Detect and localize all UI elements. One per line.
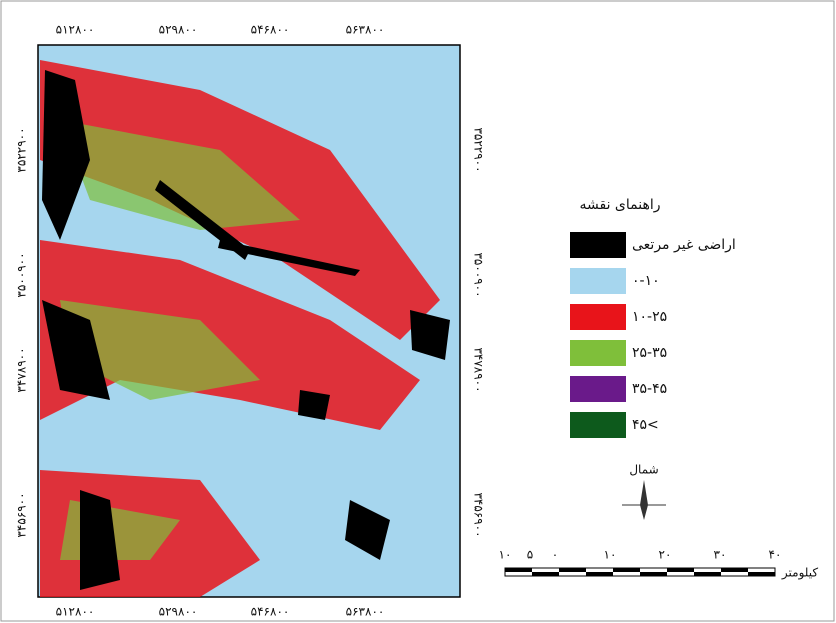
scale-segment [721, 568, 748, 572]
bottom-coord: ۵۴۶۸۰۰ [251, 605, 290, 619]
scale-segment [640, 572, 667, 576]
legend-label: ۴۵< [632, 417, 659, 433]
left-coord: ۳۴۷۸۹۰۰ [15, 347, 29, 392]
scale-label: ۵ [527, 548, 533, 562]
legend-swatch [570, 232, 626, 258]
scale-segment [748, 572, 775, 576]
scale-label: ۲۰ [659, 548, 672, 562]
legend-swatch [570, 412, 626, 438]
legend-label: ۰-۱۰ [632, 273, 660, 289]
top-coord: ۵۶۳۸۰۰ [346, 23, 385, 37]
right-coord: ۳۴۷۸۹۰۰ [472, 347, 486, 392]
legend-label: ۳۵-۴۵ [632, 381, 667, 397]
bottom-coord: ۵۱۲۸۰۰ [56, 605, 95, 619]
left-coord: ۳۵۰۰۹۰۰ [15, 252, 29, 297]
legend-title: راهنمای نقشه [580, 197, 661, 213]
legend-label: اراضی غیر مرتعی [632, 237, 736, 253]
scale-segment [667, 568, 694, 572]
legend-swatch [570, 304, 626, 330]
bottom-coord: ۵۲۹۸۰۰ [159, 605, 198, 619]
scale-segment [586, 572, 613, 576]
top-coord: ۵۴۶۸۰۰ [251, 23, 290, 37]
scale-label: ۱۰ [604, 548, 617, 562]
left-coord: ۳۵۲۲۹۰۰ [15, 127, 29, 172]
top-coord: ۵۱۲۸۰۰ [56, 23, 95, 37]
scale-label: ۴۰ [769, 548, 782, 562]
scale-segment [505, 568, 532, 572]
scale-segment [613, 568, 640, 572]
legend-label: ۱۰-۲۵ [632, 309, 667, 325]
scale-label: ۱۰ [499, 548, 512, 562]
legend-swatch [570, 376, 626, 402]
right-coord: ۳۴۵۶۹۰۰ [472, 492, 486, 537]
scale-segment [559, 568, 586, 572]
north-label: شمال [629, 463, 658, 477]
legend-swatch [570, 268, 626, 294]
scale-label: ۰ [552, 548, 558, 562]
scale-segment [694, 572, 721, 576]
right-coord: ۳۵۰۰۹۰۰ [472, 252, 486, 297]
legend-swatch [570, 340, 626, 366]
bottom-coord: ۵۶۳۸۰۰ [346, 605, 385, 619]
top-coord: ۵۲۹۸۰۰ [159, 23, 198, 37]
scale-label: ۳۰ [714, 548, 727, 562]
left-coord: ۳۴۵۶۹۰۰ [15, 492, 29, 537]
scale-segment [532, 572, 559, 576]
map-raster [38, 45, 460, 597]
right-coord: ۳۵۲۲۹۰۰ [472, 127, 486, 172]
map-page: راهنمای نقشه شمال کیلومتر ۵۱۲۸۰۰۵۲۹۸۰۰۵۴… [0, 0, 836, 623]
scale-unit: کیلومتر [781, 566, 818, 581]
legend-label: ۲۵-۳۵ [632, 345, 667, 361]
